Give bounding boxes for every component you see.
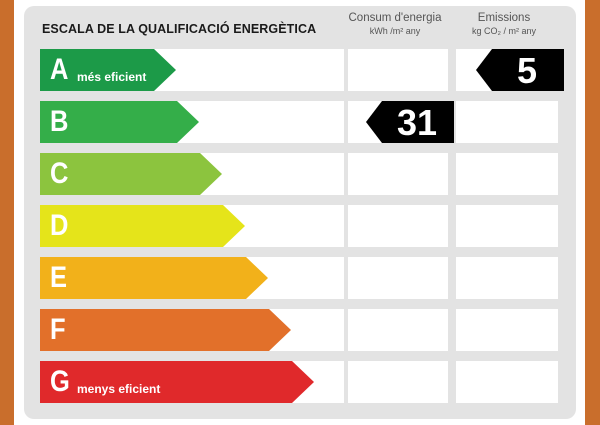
emissions-marker-arrow-shape [476, 49, 564, 91]
class-letter: A [50, 53, 69, 86]
emissions-cell [456, 205, 558, 247]
consum-rating-value: 31 [396, 102, 438, 143]
class-arrow-g [40, 361, 314, 403]
class-arrow-e [40, 257, 268, 299]
consum-column-label: Consum d'energia [348, 12, 442, 24]
class-letter: B [50, 105, 69, 138]
rating-row-e: E [40, 257, 558, 299]
consum-column-header: Consum d'energia kWh /m² any [345, 12, 445, 36]
frame-right-border [585, 0, 600, 425]
rating-row-c: C [40, 153, 558, 195]
consum-cell [348, 361, 448, 403]
consum-marker-arrow-shape [366, 101, 454, 143]
consum-rating-marker: 31 [366, 101, 454, 143]
emissions-cell [456, 153, 558, 195]
class-letter: E [50, 261, 68, 294]
emissions-rating-marker: 5 [476, 49, 564, 91]
consum-cell [348, 257, 448, 299]
class-letter: D [50, 209, 69, 242]
consum-cell [348, 205, 448, 247]
emissions-rating-value: 5 [516, 50, 538, 91]
class-letter: G [50, 365, 70, 398]
label-title: ESCALA DE LA QUALIFICACIÓ ENERGÈTICA [42, 22, 317, 36]
emissions-cell [456, 257, 558, 299]
frame-left-border [0, 0, 14, 425]
emissions-column-header: Emissions kg CO₂ / m² any [454, 12, 554, 36]
consum-cell [348, 309, 448, 351]
consum-cell [348, 153, 448, 195]
emissions-cell [456, 361, 558, 403]
emissions-column-unit: kg CO₂ / m² any [471, 26, 536, 36]
class-letter: F [50, 313, 66, 346]
class-arrow-a [40, 49, 176, 91]
rating-row-d: D [40, 205, 558, 247]
consum-column-unit: kWh /m² any [369, 26, 421, 36]
class-arrow-f [40, 309, 291, 351]
consum-cell [348, 49, 448, 91]
class-letter: C [50, 157, 69, 190]
class-arrow-d [40, 205, 245, 247]
rating-row-b: B 31 [40, 101, 558, 143]
rating-row-f: F [40, 309, 558, 351]
class-arrow-b [40, 101, 199, 143]
class-arrow-c [40, 153, 222, 195]
emissions-cell [456, 309, 558, 351]
class-sublabel: més eficient [77, 70, 147, 84]
class-sublabel: menys eficient [77, 382, 161, 396]
emissions-column-label: Emissions [477, 12, 531, 24]
emissions-cell [456, 101, 558, 143]
